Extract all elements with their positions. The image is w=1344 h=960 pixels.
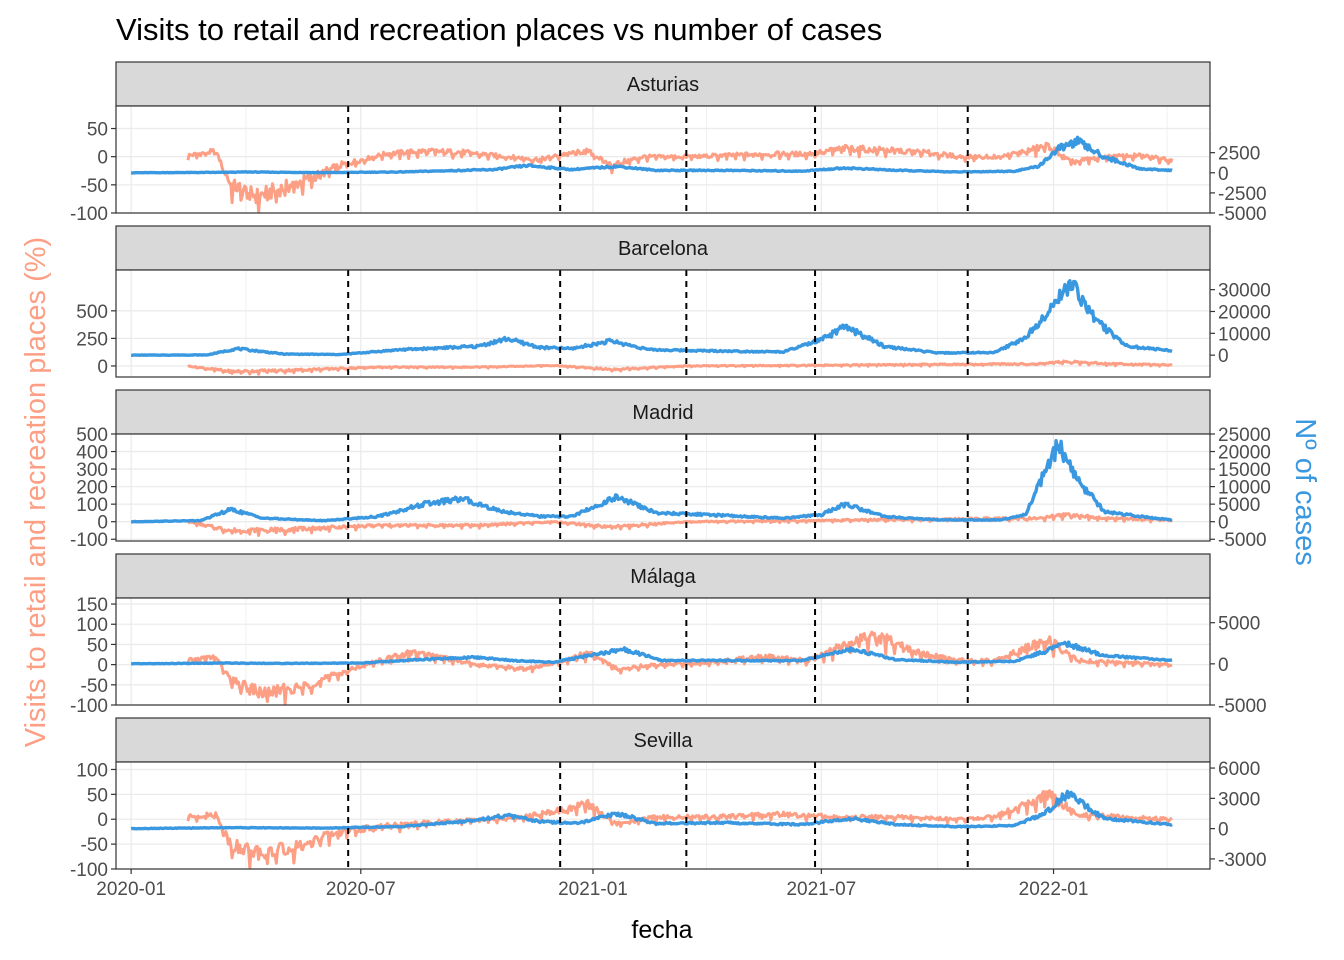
series-line-retail <box>186 141 1174 214</box>
panel-border <box>115 105 1211 214</box>
y-left-tick-label: 200 <box>76 478 108 499</box>
y-left-tick-label: -50 <box>81 176 108 197</box>
y-right-tick-label: 30000 <box>1218 281 1271 302</box>
panel-border <box>115 761 1211 870</box>
series-line-cases <box>130 640 1173 666</box>
series-line-cases <box>130 135 1173 175</box>
facet-strip <box>115 61 1211 107</box>
y-right-tick-label: 6000 <box>1218 759 1260 780</box>
y-left-tick-label: 0 <box>97 357 108 378</box>
y-right-tick-label: 5000 <box>1218 495 1260 516</box>
y-right-tick-label: 10000 <box>1218 324 1271 345</box>
x-tick-label: 2021-01 <box>558 879 628 900</box>
y-left-tick-label: 0 <box>97 148 108 169</box>
panel-border <box>115 597 1211 706</box>
facet-strip <box>115 225 1211 271</box>
x-tick-label: 2020-07 <box>326 879 396 900</box>
y-right-tick-label: 0 <box>1218 820 1229 841</box>
y-left-tick-label: -50 <box>81 676 108 697</box>
facet-strip-label: Asturias <box>627 74 699 96</box>
y-left-tick-label: 100 <box>76 760 108 781</box>
x-tick-label: 2021-07 <box>786 879 856 900</box>
facet-strip-label: Málaga <box>630 566 696 588</box>
y-right-tick-label: 15000 <box>1218 460 1271 481</box>
y-right-tick-label: 3000 <box>1218 789 1260 810</box>
y-right-tick-label: 0 <box>1218 655 1229 676</box>
facet-strip <box>115 553 1211 599</box>
y-right-tick-label: -5000 <box>1218 204 1267 225</box>
series-line-retail <box>187 359 1173 376</box>
y-left-tick-label: 100 <box>76 615 108 636</box>
y-left-tick-label: -100 <box>70 204 108 225</box>
facet-strip <box>115 389 1211 435</box>
y-left-tick-label: 50 <box>87 785 108 806</box>
series-line-cases <box>130 439 1173 524</box>
facet-panels: Asturias500-50-10025000-2500-5000Barcelo… <box>70 61 1271 881</box>
y-left-tick-label: -100 <box>70 860 108 881</box>
y-axis-right-label: Nº of cases <box>1289 418 1321 566</box>
y-right-tick-label: 5000 <box>1218 614 1260 635</box>
panel-border <box>115 269 1211 378</box>
panel-border <box>115 433 1211 542</box>
x-tick-label: 2022-01 <box>1019 879 1089 900</box>
y-left-tick-label: 0 <box>97 513 108 534</box>
y-left-tick-label: -50 <box>81 835 108 856</box>
y-left-tick-label: 0 <box>97 656 108 677</box>
y-left-tick-label: 150 <box>76 595 108 616</box>
y-right-tick-label: 0 <box>1218 513 1229 534</box>
y-left-tick-label: -100 <box>70 530 108 551</box>
facet-strip-label: Sevilla <box>634 730 694 752</box>
x-axis: 2020-01 2020-07 2021-01 2021-07 2022-01 <box>96 869 1088 900</box>
y-left-tick-label: 50 <box>87 635 108 656</box>
facet-panel-sevilla: Sevilla 100 50 0 -50 -100 6000 3000 0 -3000 <box>70 717 1267 881</box>
y-left-tick-label: 300 <box>76 460 108 481</box>
series-line-cases <box>130 279 1173 357</box>
panel-background <box>116 270 1210 377</box>
y-left-tick-label: 400 <box>76 443 108 464</box>
y-right-tick-label: -5000 <box>1218 530 1267 551</box>
series-line-cases <box>130 789 1173 831</box>
facet-strip-label: Barcelona <box>618 238 709 260</box>
facet-strip <box>115 717 1211 763</box>
chart-title: Visits to retail and recreation places v… <box>116 12 882 47</box>
x-tick-label: 2020-01 <box>96 879 166 900</box>
y-left-tick-label: 0 <box>97 810 108 831</box>
y-right-tick-label: -3000 <box>1218 850 1267 871</box>
y-axis-left-label: Visits to retail and recreation places (… <box>20 237 52 747</box>
y-left-tick-label: 50 <box>87 120 108 141</box>
y-right-tick-label: 20000 <box>1218 443 1271 464</box>
y-right-tick-label: 0 <box>1218 164 1229 185</box>
facet-panel-madrid: Madrid5004003002001000-10025000200001500… <box>70 389 1271 551</box>
facet-strip-label: Madrid <box>632 402 693 424</box>
y-right-tick-label: -2500 <box>1218 184 1267 205</box>
y-left-tick-label: 500 <box>76 425 108 446</box>
panel-background <box>116 106 1210 213</box>
y-right-tick-label: 10000 <box>1218 478 1271 499</box>
y-right-tick-label: 0 <box>1218 346 1229 367</box>
y-right-tick-label: 25000 <box>1218 425 1271 446</box>
y-left-tick-label: 500 <box>76 302 108 323</box>
y-left-tick-label: 250 <box>76 329 108 350</box>
series-line-retail <box>186 630 1173 706</box>
y-left-tick-label: -100 <box>70 696 108 717</box>
y-left-tick-label: 100 <box>76 495 108 516</box>
y-right-tick-label: -5000 <box>1218 696 1267 717</box>
y-right-tick-label: 20000 <box>1218 302 1271 323</box>
y-right-tick-label: 2500 <box>1218 144 1260 165</box>
x-axis-label: fecha <box>631 916 692 944</box>
